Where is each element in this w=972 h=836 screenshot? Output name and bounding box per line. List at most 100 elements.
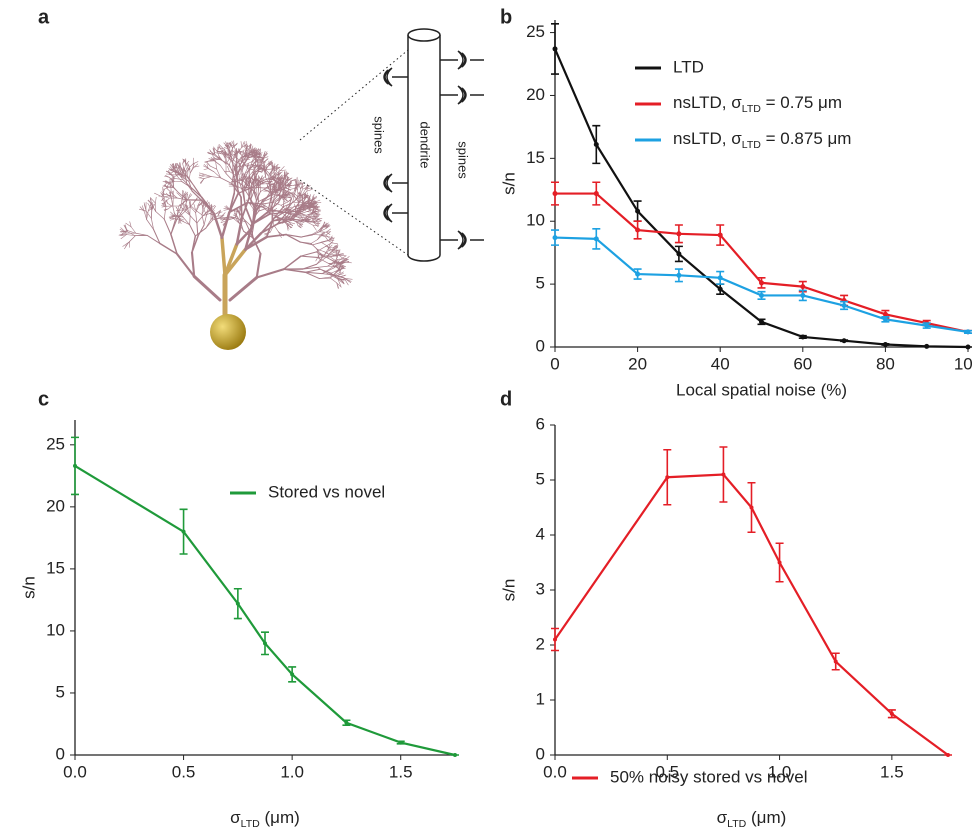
data-point <box>924 343 930 349</box>
dendrite-branch <box>241 172 245 179</box>
y-tick-label: 1 <box>536 689 545 708</box>
legend-label: nsLTD, σLTD = 0.875 μm <box>673 129 851 150</box>
y-tick-label: 0 <box>536 744 545 763</box>
dendrite-branch <box>277 174 283 179</box>
dendrite-branch <box>181 220 190 226</box>
dendrite-branch <box>239 178 244 182</box>
dendrite-branch <box>273 185 280 190</box>
data-point <box>344 720 349 725</box>
dendrite-branch <box>339 257 347 261</box>
dendrite-branch <box>338 263 342 270</box>
dendrite-branch <box>299 223 303 227</box>
dendrite-branch <box>325 231 331 235</box>
dendrite-branch <box>336 282 339 289</box>
dendrite-branch <box>244 178 248 181</box>
dendrite-branch <box>240 141 243 148</box>
dendrite-branch <box>177 163 180 169</box>
dendrite-branch <box>210 158 221 161</box>
dendrite-branch <box>301 189 306 197</box>
dendrite-branch <box>203 163 209 169</box>
dendrite-branch <box>279 208 286 211</box>
dendrite-branch <box>183 176 190 182</box>
dendrite-branch <box>332 244 339 249</box>
dendrite-branch <box>268 190 271 197</box>
dendrite-branch <box>182 190 184 199</box>
data-point <box>552 46 558 52</box>
dendrite-branch <box>280 211 287 213</box>
dendrite-branch <box>327 273 338 276</box>
dendrite-branch <box>175 163 178 169</box>
dendrite-branch <box>284 193 289 195</box>
dendrite-branch <box>331 253 339 256</box>
dendrite-branch <box>311 230 320 235</box>
dendrite-branch <box>285 233 301 243</box>
dendrite-branch <box>286 183 292 185</box>
x-tick-label: 20 <box>628 354 647 373</box>
dendrite-branch <box>281 195 286 198</box>
data-point <box>882 341 888 347</box>
dendrite-branch <box>212 217 221 221</box>
data-point <box>800 334 806 340</box>
dendrite-branch <box>221 218 228 221</box>
dendrite-branch <box>267 160 273 165</box>
dendrite-branch <box>278 221 284 224</box>
data-point <box>398 740 403 745</box>
dendrite-branch <box>232 155 236 163</box>
dendrite-branch <box>167 205 173 210</box>
data-point <box>841 302 847 308</box>
dendrite-branch <box>267 169 273 177</box>
dendrite-branch <box>155 211 165 220</box>
dendrite-branch <box>241 211 245 220</box>
dendrite-branch <box>313 221 319 228</box>
dendrite-branch <box>285 215 287 221</box>
dendrite-branch <box>254 153 262 157</box>
dendrite-branch <box>248 171 255 184</box>
dendrite-branch <box>193 165 200 168</box>
dendrite-branch <box>147 202 152 210</box>
dendrite-branch <box>225 158 230 165</box>
dendrite-branch <box>318 253 324 257</box>
dendrite-branch <box>272 214 283 219</box>
dendrite-branch <box>286 206 293 210</box>
dendrite-branch <box>256 148 261 155</box>
dendrite-branch <box>272 170 278 178</box>
x-axis-label-part: σ <box>717 808 728 827</box>
dendrite-branch <box>206 163 209 169</box>
dendrite-branch <box>237 186 254 194</box>
dendrite-branch <box>176 172 183 178</box>
dendrite-branch <box>270 167 276 170</box>
legend-label-part: nsLTD, σ <box>673 93 742 112</box>
legend-label-part: = 0.875 μm <box>761 129 852 148</box>
dendrite-branch <box>135 232 148 236</box>
dendrite-branch <box>264 187 275 190</box>
x-tick-label: 1.5 <box>389 762 413 781</box>
dendrite-branch <box>195 212 198 224</box>
dendrite-branch <box>231 151 239 156</box>
dendrite-branch <box>207 151 214 156</box>
dendrite-branch <box>298 195 301 203</box>
dendrite-branch <box>243 142 247 149</box>
dendrite-branch <box>315 251 328 259</box>
data-point <box>800 284 806 290</box>
dendrite-branch <box>189 214 198 224</box>
dendrite-branch <box>205 219 213 229</box>
dendrite-branch <box>252 209 255 218</box>
dendrite-branch <box>203 168 209 170</box>
dendrite-branch <box>260 201 264 208</box>
dendrite-branch <box>244 156 249 161</box>
dendrite-branch <box>283 197 288 202</box>
x-tick-label: 0.0 <box>63 762 87 781</box>
dendrite-branch <box>176 208 185 220</box>
dendrite-branch <box>270 189 278 195</box>
dendrite-branch <box>270 210 279 213</box>
data-point <box>717 232 723 238</box>
legend-label-part: nsLTD, σ <box>673 129 742 148</box>
dendrite-branch <box>245 221 253 237</box>
dendrite-branch <box>285 187 291 191</box>
dendrite-branch <box>229 164 235 178</box>
dendrite-branch <box>218 144 224 149</box>
dendrite-branch <box>309 206 315 208</box>
dendrite-branch <box>251 164 255 169</box>
dendrite-branch <box>286 185 292 188</box>
dendrite-branch <box>178 167 181 172</box>
